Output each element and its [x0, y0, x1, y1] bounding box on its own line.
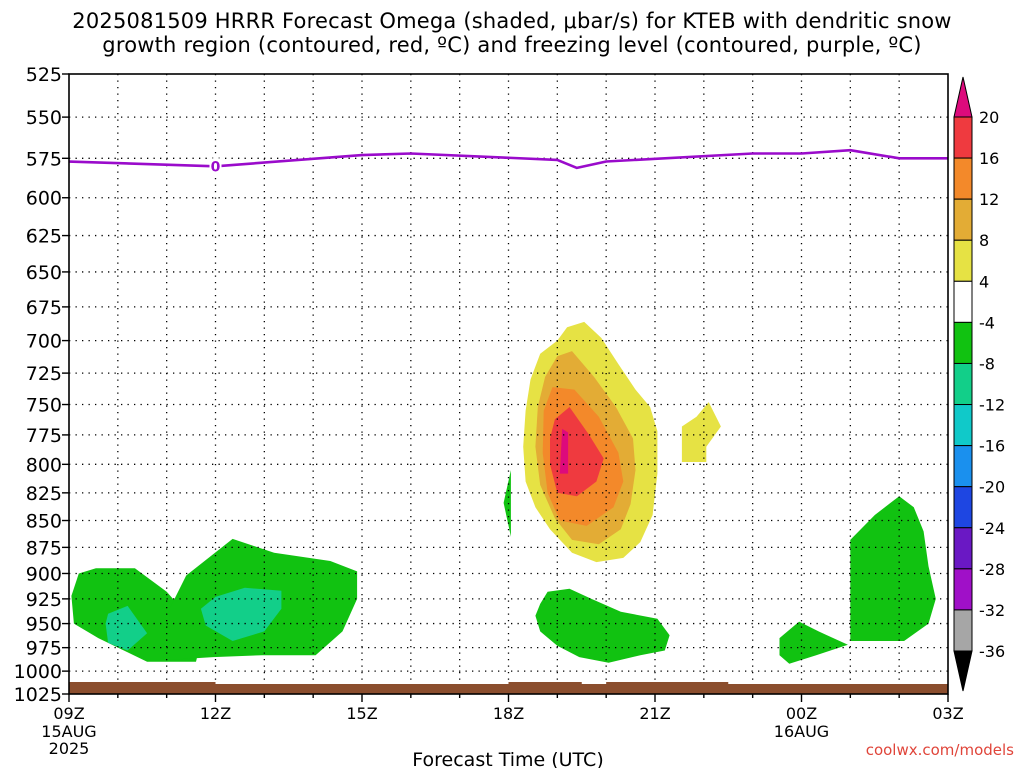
x-tick-sublabel: 15AUG	[41, 722, 96, 741]
freezing-level-label: 0	[211, 159, 221, 175]
y-tick-label: 700	[26, 331, 62, 353]
surface-bump	[508, 682, 582, 685]
omega-region-green-23z	[779, 621, 848, 664]
x-tick-label: 03Z	[932, 704, 963, 723]
colorbar-cell	[953, 609, 973, 652]
colorbar-cell	[953, 486, 973, 529]
freezing-level-line	[68, 148, 948, 170]
colorbar-label: -12	[979, 396, 1005, 415]
omega-region-green-01z	[850, 496, 936, 641]
colorbar-label: -20	[979, 478, 1005, 497]
colorbar: 20 16 12 8 4 -4 -8 -12 -16 -20 -24 -28 -32 -36	[953, 76, 1005, 692]
y-tick-label: 1000	[14, 661, 62, 683]
colorbar-cell	[953, 527, 973, 570]
x-tick-label: 15Z	[346, 704, 377, 723]
surface-bump	[69, 682, 216, 685]
y-tick-label: 675	[26, 297, 62, 319]
surface-bump	[606, 682, 729, 685]
colorbar-label: -4	[979, 313, 995, 332]
y-tick-label: 750	[26, 395, 62, 417]
colorbar-cell	[953, 445, 973, 488]
colorbar-cell	[953, 321, 973, 364]
freezing-level-layer: 0	[68, 148, 948, 175]
y-tick-label: 625	[26, 226, 62, 248]
chart-title-line-2: growth region (contoured, red, ºC) and f…	[102, 33, 922, 57]
colorbar-label: -36	[979, 642, 1005, 661]
x-tick-label: 09Z	[53, 704, 84, 723]
colorbar-label: -16	[979, 437, 1005, 456]
y-tick-label: 850	[26, 511, 62, 533]
omega-region-magenta-core	[559, 428, 569, 474]
colorbar-label: -32	[979, 601, 1005, 620]
y-tick-label: 1025	[14, 684, 62, 706]
omega-region-teal-13z	[200, 587, 282, 641]
x-tick-label: 21Z	[639, 704, 670, 723]
omega-region-red	[550, 407, 604, 497]
x-tick-label: 18Z	[493, 704, 524, 723]
y-tick-label: 775	[26, 425, 62, 447]
y-tick-label: 900	[26, 563, 62, 585]
colorbar-label: -28	[979, 560, 1005, 579]
colorbar-cell	[953, 362, 973, 406]
x-tick-label: 12Z	[200, 704, 231, 723]
omega-region-green-18z	[503, 470, 511, 537]
colorbar-cell	[953, 116, 973, 159]
colorbar-cell	[953, 239, 973, 282]
credit-link[interactable]: coolwx.com/models	[865, 741, 1014, 759]
x-axis-label: Forecast Time (UTC)	[412, 749, 603, 768]
y-tick-label: 950	[26, 614, 62, 636]
colorbar-cell	[953, 568, 973, 611]
omega-region-teal-sw	[105, 605, 148, 651]
colorbar-cell	[953, 280, 973, 323]
colorbar-label: 16	[979, 149, 999, 168]
x-tick-sublabel: 2025	[49, 739, 90, 758]
y-tick-label: 825	[26, 483, 62, 505]
omega-region-yellow-22z	[681, 402, 721, 462]
colorbar-cell	[953, 404, 973, 447]
omega-shading-layer	[71, 321, 936, 664]
y-tick-label: 875	[26, 537, 62, 559]
colorbar-label: -24	[979, 519, 1005, 538]
surface-layer	[69, 682, 948, 694]
y-axis: 525 550 575 600 625 650 675 700 725 750 775 800 825 8…	[14, 64, 69, 706]
y-tick-label: 925	[26, 589, 62, 611]
y-tick-label: 550	[26, 107, 62, 129]
y-tick-label: 725	[26, 363, 62, 385]
x-tick-sublabel: 16AUG	[774, 722, 829, 741]
colorbar-label: 12	[979, 190, 999, 209]
y-tick-label: 525	[26, 64, 62, 86]
colorbar-top-arrow	[953, 76, 973, 118]
y-tick-label: 650	[26, 262, 62, 284]
surface-band	[69, 684, 948, 694]
colorbar-label: 20	[979, 108, 999, 127]
colorbar-cell	[953, 198, 973, 241]
colorbar-label: 4	[979, 272, 989, 291]
y-tick-label: 575	[26, 148, 62, 170]
y-tick-label: 800	[26, 454, 62, 476]
x-tick-label: 00Z	[786, 704, 817, 723]
omega-region-green-20z	[535, 588, 670, 663]
colorbar-label: 8	[979, 231, 989, 250]
colorbar-bottom-arrow	[953, 650, 973, 692]
y-tick-label: 975	[26, 638, 62, 660]
freezing-label-bg	[209, 158, 222, 175]
colorbar-label: -8	[979, 354, 995, 373]
colorbar-cell	[953, 157, 973, 200]
y-tick-label: 600	[26, 188, 62, 210]
chart-title-line-1: 2025081509 HRRR Forecast Omega (shaded, …	[72, 9, 952, 33]
